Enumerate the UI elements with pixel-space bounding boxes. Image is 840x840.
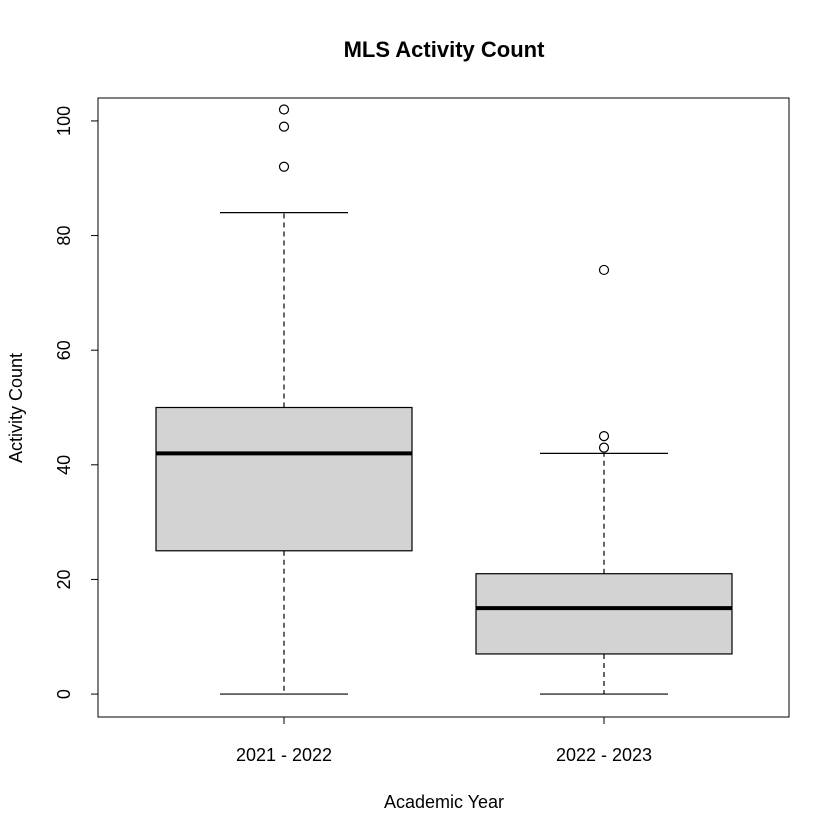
- y-tick-label: 20: [54, 569, 74, 589]
- y-tick-label: 40: [54, 455, 74, 475]
- y-tick-label: 100: [54, 106, 74, 136]
- outlier-point: [278, 161, 290, 172]
- outlier-point: [598, 264, 610, 276]
- box-1: [155, 104, 413, 695]
- y-tick-label: 0: [54, 689, 74, 699]
- chart-title: MLS Activity Count: [344, 37, 546, 62]
- outlier-point: [598, 442, 610, 453]
- y-axis-label: Activity Count: [6, 353, 26, 463]
- box-series: [155, 104, 733, 695]
- x-axis: 2021 - 2022 2022 - 2023: [236, 716, 652, 765]
- interquartile-box: [475, 573, 733, 655]
- outlier-point: [278, 104, 290, 115]
- y-tick-label: 80: [54, 226, 74, 246]
- outlier-point: [598, 431, 610, 442]
- x-tick-label: 2022 - 2023: [556, 745, 652, 765]
- box-2: [475, 264, 733, 695]
- x-axis-label: Academic Year: [384, 792, 504, 812]
- y-axis: 0 20 40 60 80 100: [54, 106, 99, 699]
- y-tick-label: 60: [54, 340, 74, 360]
- x-tick-label: 2021 - 2022: [236, 745, 332, 765]
- interquartile-box: [155, 406, 413, 552]
- outlier-point: [278, 121, 290, 132]
